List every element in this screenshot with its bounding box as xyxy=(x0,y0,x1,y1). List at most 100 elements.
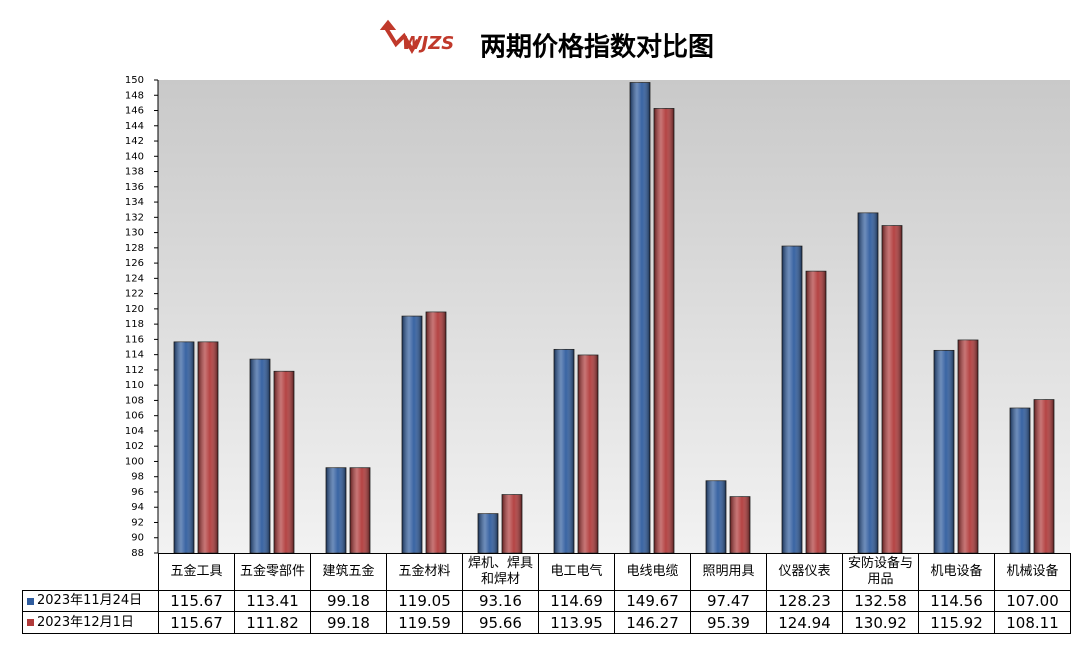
bar xyxy=(781,245,803,554)
y-tick-label: 94 xyxy=(131,502,144,513)
value-label: 149.67 xyxy=(614,590,691,612)
bar xyxy=(425,311,447,554)
y-tick-label: 126 xyxy=(125,258,144,269)
logo-mark xyxy=(379,19,420,54)
category-label: 建筑五金 xyxy=(310,553,387,591)
value-label: 113.95 xyxy=(538,611,615,634)
bar xyxy=(197,341,219,554)
y-tick-label: 144 xyxy=(125,121,144,132)
category-label: 机械设备 xyxy=(994,553,1071,591)
plot-area xyxy=(158,80,1070,553)
bar xyxy=(1009,407,1031,554)
y-tick-label: 150 xyxy=(125,75,144,86)
y-tick-label: 140 xyxy=(125,151,144,162)
value-label: 93.16 xyxy=(462,590,539,612)
legend-swatch xyxy=(27,619,34,626)
value-label: 99.18 xyxy=(310,611,387,634)
value-label: 111.82 xyxy=(234,611,311,634)
value-label: 108.11 xyxy=(994,611,1071,634)
y-tick-label: 146 xyxy=(125,106,144,117)
legend-entry: 2023年12月1日 xyxy=(22,611,159,634)
bar xyxy=(957,339,979,554)
value-label: 99.18 xyxy=(310,590,387,612)
value-label: 97.47 xyxy=(690,590,767,612)
bar xyxy=(325,467,347,554)
category-label: 五金工具 xyxy=(158,553,235,591)
value-label: 119.05 xyxy=(386,590,463,612)
category-label: 仪器仪表 xyxy=(766,553,843,591)
bar xyxy=(401,315,423,554)
value-label: 95.39 xyxy=(690,611,767,634)
y-tick-label: 110 xyxy=(125,380,144,391)
value-label: 115.67 xyxy=(158,590,235,612)
bar xyxy=(805,270,827,554)
value-label: 95.66 xyxy=(462,611,539,634)
y-tick-label: 108 xyxy=(125,395,144,406)
y-tick-label: 136 xyxy=(125,182,144,193)
legend-label: 2023年12月1日 xyxy=(37,614,134,630)
bar xyxy=(1033,399,1055,554)
y-tick-label: 104 xyxy=(125,426,144,437)
y-tick-label: 132 xyxy=(125,212,144,223)
bar xyxy=(933,349,955,554)
y-tick-label: 92 xyxy=(131,517,144,528)
bar xyxy=(653,108,675,554)
logo: WJZS xyxy=(402,33,455,54)
y-tick-label: 100 xyxy=(125,456,144,467)
bar xyxy=(249,358,271,554)
value-label: 107.00 xyxy=(994,590,1071,612)
legend-swatch xyxy=(27,597,34,605)
y-tick-label: 106 xyxy=(125,411,144,422)
y-tick-label: 118 xyxy=(125,319,144,330)
y-tick-label: 134 xyxy=(125,197,144,208)
value-label: 146.27 xyxy=(614,611,691,634)
value-label: 128.23 xyxy=(766,590,843,612)
y-tick-label: 142 xyxy=(125,136,144,147)
category-label: 焊机、焊具和焊材 xyxy=(462,553,539,591)
chart-title: 两期价格指数对比图 xyxy=(480,32,714,63)
value-label: 115.92 xyxy=(918,611,995,634)
bar xyxy=(553,348,575,554)
legend-label: 2023年11月24日 xyxy=(37,593,143,608)
category-label: 五金材料 xyxy=(386,553,463,591)
category-label: 照明用具 xyxy=(690,553,767,591)
bar xyxy=(477,513,499,554)
category-label: 安防设备与用品 xyxy=(842,553,919,591)
bar xyxy=(629,82,651,554)
legend-entry: 2023年11月24日 xyxy=(22,590,159,612)
y-tick-label: 128 xyxy=(125,243,144,254)
y-tick-label: 124 xyxy=(125,273,144,284)
bar xyxy=(857,212,879,554)
y-tick-label: 88 xyxy=(131,548,144,559)
value-label: 119.59 xyxy=(386,611,463,634)
value-label: 114.69 xyxy=(538,590,615,612)
y-tick-label: 102 xyxy=(125,441,144,452)
y-tick-label: 114 xyxy=(125,350,144,361)
bar xyxy=(173,341,195,554)
category-label: 五金零部件 xyxy=(234,553,311,591)
category-label: 机电设备 xyxy=(918,553,995,591)
y-tick-label: 122 xyxy=(125,289,144,300)
category-label: 电线电缆 xyxy=(614,553,691,591)
y-tick-label: 148 xyxy=(125,90,144,101)
value-label: 115.67 xyxy=(158,611,235,634)
bar xyxy=(577,354,599,554)
value-label: 113.41 xyxy=(234,590,311,612)
bar xyxy=(705,480,727,554)
y-tick-label: 98 xyxy=(131,472,144,483)
bar xyxy=(729,496,751,554)
category-label: 电工电气 xyxy=(538,553,615,591)
bar xyxy=(501,494,523,554)
value-label: 132.58 xyxy=(842,590,919,612)
y-tick-label: 112 xyxy=(125,365,144,376)
bar xyxy=(273,370,295,554)
y-tick-label: 116 xyxy=(125,334,144,345)
bar xyxy=(349,467,371,554)
y-tick-label: 120 xyxy=(125,304,144,315)
y-tick-label: 130 xyxy=(125,228,144,239)
value-label: 130.92 xyxy=(842,611,919,634)
y-tick-label: 90 xyxy=(131,533,144,544)
y-tick-label: 96 xyxy=(131,487,144,498)
